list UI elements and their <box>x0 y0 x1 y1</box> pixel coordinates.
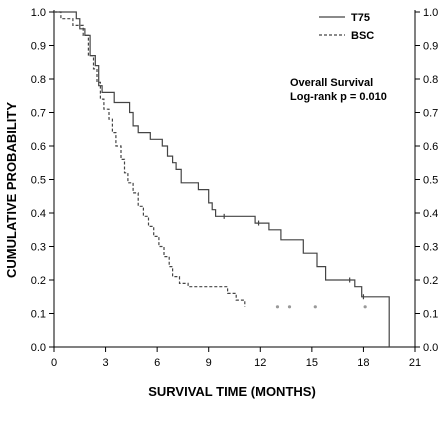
x-tick-label-5: 15 <box>306 357 318 369</box>
series-line-t75 <box>54 11 390 347</box>
x-tick-label-6: 18 <box>357 357 369 369</box>
y-tick-label-right-4: 0.4 <box>423 208 438 220</box>
y-tick-label-right-10: 1.0 <box>423 7 438 19</box>
censor-mark-bsc-0 <box>275 305 280 309</box>
series-line-bsc <box>54 11 246 307</box>
legend-label-bsc: BSC <box>351 30 374 42</box>
y-tick-label-left-10: 1.0 <box>31 7 46 19</box>
y-tick-label-left-1: 0.1 <box>31 309 46 321</box>
y-tick-label-left-5: 0.5 <box>31 175 46 187</box>
y-tick-label-right-5: 0.5 <box>423 175 438 187</box>
annotation-title: Overall Survival <box>290 77 373 89</box>
x-tick-label-1: 3 <box>103 357 109 369</box>
y-tick-label-right-6: 0.6 <box>423 141 438 153</box>
censor-mark-bsc-3 <box>363 305 367 309</box>
x-axis-title: SURVIVAL TIME (MONTHS) <box>148 384 316 399</box>
y-tick-label-right-0: 0.0 <box>423 342 438 354</box>
censor-mark-bsc-1 <box>287 305 292 309</box>
y-tick-label-right-7: 0.7 <box>423 108 438 120</box>
x-tick-label-0: 0 <box>51 357 57 369</box>
x-tick-label-4: 12 <box>254 357 266 369</box>
y-tick-label-right-3: 0.3 <box>423 242 438 254</box>
y-tick-label-left-3: 0.3 <box>31 242 46 254</box>
y-axis-ticks: 0.0 0.0 0.1 0.1 0.2 0.2 0.3 0.3 0.4 0.4 0.5 0.5 0.6 0… <box>31 7 439 354</box>
y-tick-label-right-9: 0.9 <box>423 41 438 53</box>
y-tick-label-left-4: 0.4 <box>31 208 46 220</box>
y-tick-label-left-7: 0.7 <box>31 108 46 120</box>
y-tick-label-left-8: 0.8 <box>31 74 46 86</box>
legend: T75 BSC <box>319 12 374 42</box>
plot-frame <box>53 10 416 348</box>
y-tick-label-left-0: 0.0 <box>31 342 46 354</box>
x-tick-label-2: 6 <box>154 357 160 369</box>
censor-mark-bsc-2 <box>313 305 317 309</box>
y-tick-label-right-2: 0.2 <box>423 275 438 287</box>
y-tick-label-right-1: 0.1 <box>423 309 438 321</box>
y-tick-label-left-2: 0.2 <box>31 275 46 287</box>
x-tick-label-7: 21 <box>409 357 421 369</box>
x-axis-ticks: 0 3 6 9 12 15 18 21 <box>51 347 421 369</box>
legend-label-t75: T75 <box>351 12 370 24</box>
y-axis-title: CUMULATIVE PROBABILITY <box>4 102 19 278</box>
y-tick-label-left-9: 0.9 <box>31 41 46 53</box>
y-tick-label-left-6: 0.6 <box>31 141 46 153</box>
x-tick-label-3: 9 <box>206 357 212 369</box>
series-layer <box>54 11 390 347</box>
y-tick-label-right-8: 0.8 <box>423 74 438 86</box>
stats-annotation: Overall Survival Log-rank p = 0.010 <box>290 77 387 103</box>
annotation-pvalue: Log-rank p = 0.010 <box>290 91 387 103</box>
